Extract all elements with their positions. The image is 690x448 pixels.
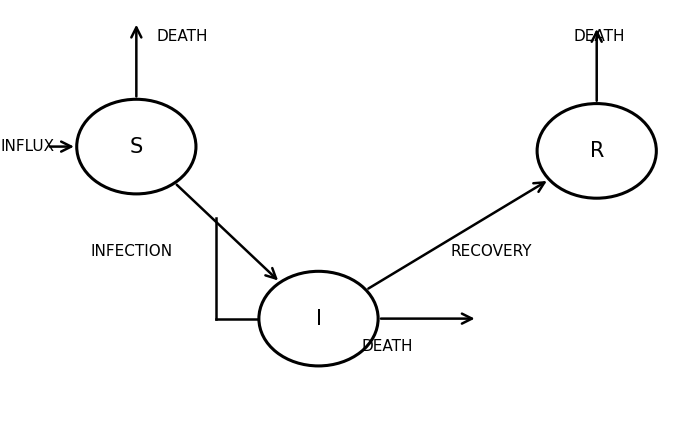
Text: DEATH: DEATH	[156, 30, 208, 44]
Ellipse shape	[537, 103, 656, 198]
Text: DEATH: DEATH	[362, 339, 413, 354]
Text: S: S	[130, 137, 143, 157]
Text: R: R	[589, 141, 604, 161]
Text: DEATH: DEATH	[573, 30, 625, 44]
Ellipse shape	[259, 271, 378, 366]
Text: INFLUX: INFLUX	[1, 139, 55, 154]
Text: RECOVERY: RECOVERY	[451, 245, 533, 259]
Text: I: I	[315, 309, 322, 329]
Ellipse shape	[77, 99, 196, 194]
Text: INFECTION: INFECTION	[90, 245, 172, 259]
